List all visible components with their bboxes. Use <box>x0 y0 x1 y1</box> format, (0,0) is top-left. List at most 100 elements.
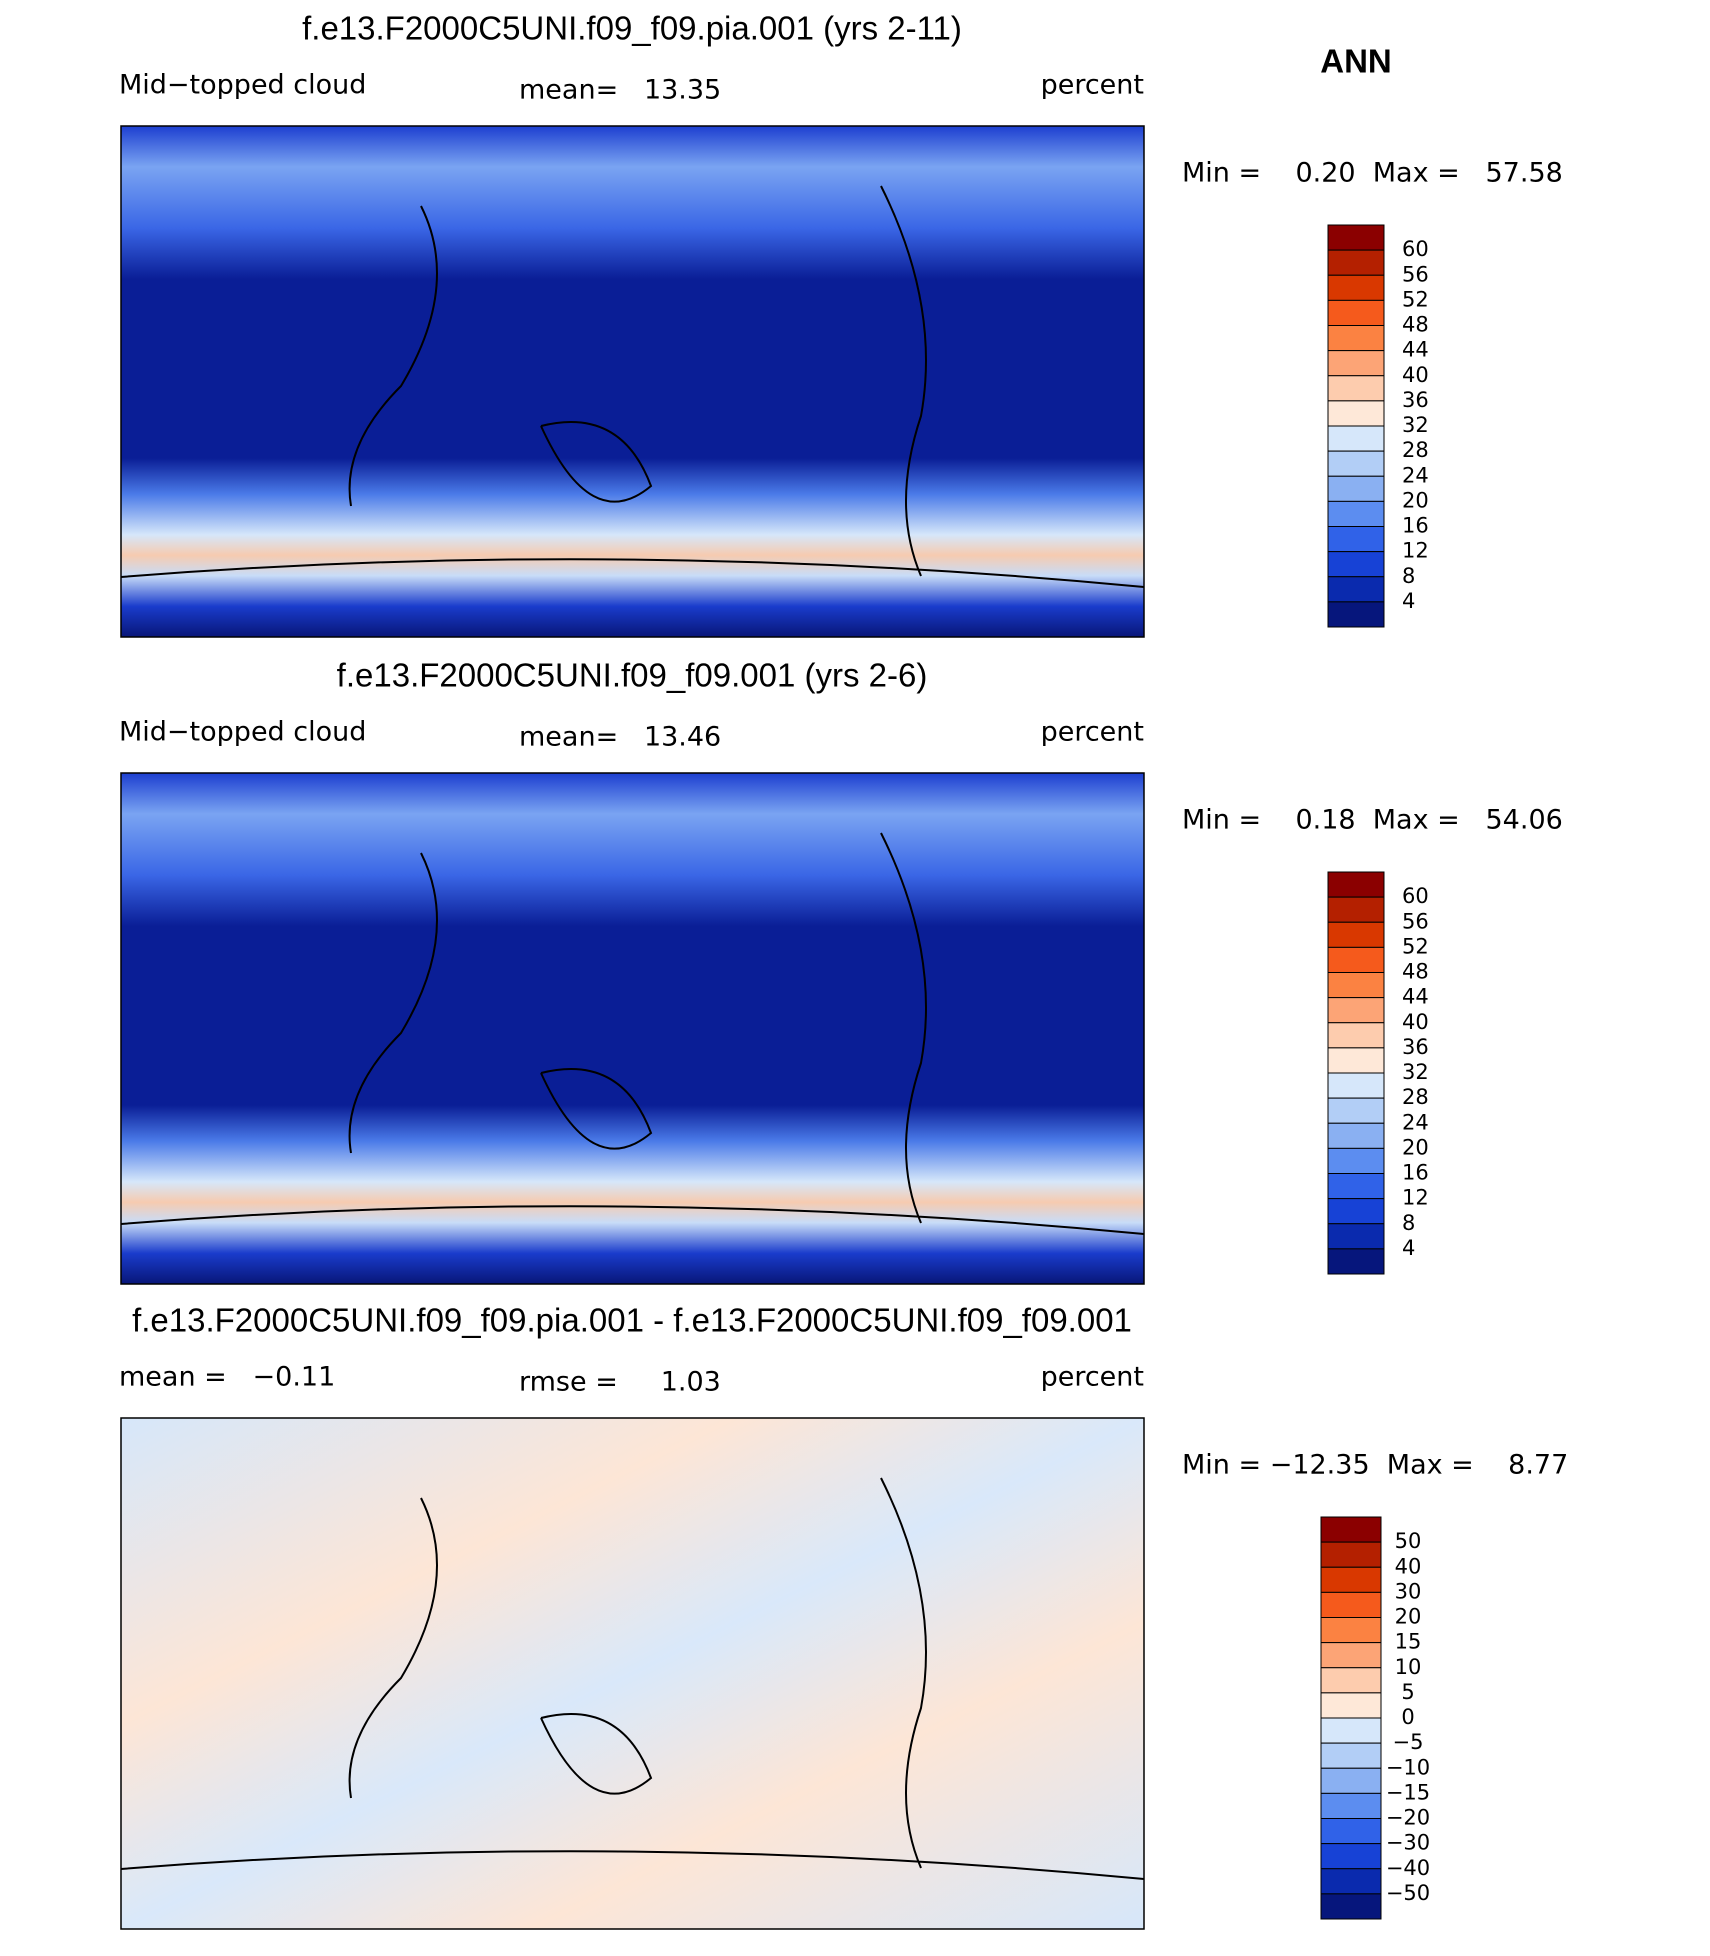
colorbar-box <box>1320 1792 1382 1819</box>
stats: Min = 0.20 Max = 57.58 <box>1182 158 1563 189</box>
colorbar-box <box>1327 500 1385 527</box>
colorbar-label: −5 <box>1393 1730 1424 1754</box>
colorbar-box <box>1327 1047 1385 1074</box>
colorbar-label: −30 <box>1386 1831 1430 1855</box>
colorbar-box <box>1327 375 1385 402</box>
colorbar-label: 56 <box>1402 262 1429 286</box>
colorbar-label: 36 <box>1402 1035 1429 1059</box>
colorbar-label: 24 <box>1402 463 1429 487</box>
colorbar-label: −50 <box>1386 1881 1430 1905</box>
colorbar-label: −20 <box>1386 1806 1430 1830</box>
colorbar-box <box>1320 1642 1382 1669</box>
colorbar-label: 0 <box>1401 1705 1414 1729</box>
stats: Min = 0.18 Max = 54.06 <box>1182 805 1563 836</box>
colorbar-box <box>1327 425 1385 452</box>
colorbar-box <box>1320 1591 1382 1618</box>
colorbar-label: 32 <box>1402 413 1429 437</box>
stats: Min = −12.35 Max = 8.77 <box>1182 1450 1568 1481</box>
colorbar-label: 12 <box>1402 1186 1429 1210</box>
colorbar-box <box>1320 1868 1382 1895</box>
colorbar-box <box>1327 601 1385 628</box>
colorbar-label: 44 <box>1402 338 1429 362</box>
map <box>120 125 1145 638</box>
colorbar-label: 4 <box>1402 1236 1415 1260</box>
colorbar-label: 30 <box>1395 1579 1422 1603</box>
left-label: Mid−topped cloud <box>119 70 366 101</box>
colorbar-label: 28 <box>1402 1085 1429 1109</box>
colorbar-box <box>1320 1742 1382 1769</box>
colorbar-label: 52 <box>1402 287 1429 311</box>
left-label: Mid−topped cloud <box>119 717 366 748</box>
colorbar-label: −15 <box>1386 1780 1430 1804</box>
colorbar-box <box>1327 325 1385 352</box>
colorbar-box <box>1327 1072 1385 1099</box>
panel-title: f.e13.F2000C5UNI.f09_f09.pia.001 - f.e13… <box>132 1302 1132 1339</box>
colorbar-box <box>1327 1122 1385 1149</box>
colorbar-label: 52 <box>1402 934 1429 958</box>
colorbar-label: 40 <box>1395 1554 1422 1578</box>
center-label: mean= 13.35 <box>519 75 721 106</box>
colorbar-box <box>1320 1767 1382 1794</box>
colorbar-label: 20 <box>1402 1135 1429 1159</box>
colorbar-box <box>1327 1147 1385 1174</box>
colorbar-box <box>1327 896 1385 923</box>
colorbar-box <box>1320 1692 1382 1719</box>
colorbar-label: 60 <box>1402 884 1429 908</box>
colorbar-box <box>1320 1541 1382 1568</box>
center-label: mean= 13.46 <box>519 722 721 753</box>
coastline <box>120 185 1145 588</box>
colorbar-label: 40 <box>1402 1010 1429 1034</box>
colorbar-box <box>1327 1022 1385 1049</box>
colorbar-box <box>1327 551 1385 578</box>
colorbar-box <box>1327 1097 1385 1124</box>
colorbar-box <box>1327 249 1385 276</box>
colorbar-box <box>1327 450 1385 477</box>
colorbar-label: 56 <box>1402 909 1429 933</box>
colorbar-label: 8 <box>1402 564 1415 588</box>
colorbar-label: 8 <box>1402 1211 1415 1235</box>
colorbar-box <box>1327 1198 1385 1225</box>
colorbar-box <box>1327 1223 1385 1250</box>
colorbar-box <box>1320 1818 1382 1845</box>
coastline <box>120 1477 1145 1880</box>
colorbar-box <box>1320 1566 1382 1593</box>
panel-title: f.e13.F2000C5UNI.f09_f09.pia.001 (yrs 2-… <box>302 10 962 47</box>
colorbar-box <box>1327 526 1385 553</box>
colorbar-box <box>1327 1173 1385 1200</box>
colorbar-label: 50 <box>1395 1529 1422 1553</box>
colorbar-box <box>1320 1516 1382 1543</box>
colorbar-box <box>1327 350 1385 377</box>
right-label: percent <box>1041 70 1144 101</box>
colorbar-box <box>1327 997 1385 1024</box>
colorbar-label: 5 <box>1401 1680 1414 1704</box>
colorbar-box <box>1320 1843 1382 1870</box>
colorbar-label: 32 <box>1402 1060 1429 1084</box>
season: ANN <box>1320 43 1392 80</box>
colorbar-label: 48 <box>1402 960 1429 984</box>
colorbar-box <box>1327 475 1385 502</box>
colorbar-box <box>1327 1248 1385 1275</box>
colorbar-label: 20 <box>1402 488 1429 512</box>
colorbar-label: 40 <box>1402 363 1429 387</box>
coastline <box>120 832 1145 1235</box>
colorbar-label: 15 <box>1395 1630 1422 1654</box>
colorbar-box <box>1327 576 1385 603</box>
right-label: percent <box>1041 1362 1144 1393</box>
panel-title: f.e13.F2000C5UNI.f09_f09.001 (yrs 2-6) <box>337 657 928 694</box>
right-label: percent <box>1041 717 1144 748</box>
colorbar-label: 12 <box>1402 539 1429 563</box>
colorbar-label: 24 <box>1402 1110 1429 1134</box>
colorbar-box <box>1327 274 1385 301</box>
colorbar-label: −10 <box>1386 1755 1430 1779</box>
colorbar-box <box>1327 871 1385 898</box>
colorbar-label: 16 <box>1402 514 1429 538</box>
colorbar-label: 16 <box>1402 1161 1429 1185</box>
center-label: rmse = 1.03 <box>519 1367 721 1398</box>
colorbar-box <box>1327 224 1385 251</box>
colorbar-box <box>1320 1667 1382 1694</box>
colorbar-label: 28 <box>1402 438 1429 462</box>
colorbar-box <box>1327 972 1385 999</box>
left-label: mean = −0.11 <box>119 1362 335 1393</box>
colorbar-box <box>1327 921 1385 948</box>
